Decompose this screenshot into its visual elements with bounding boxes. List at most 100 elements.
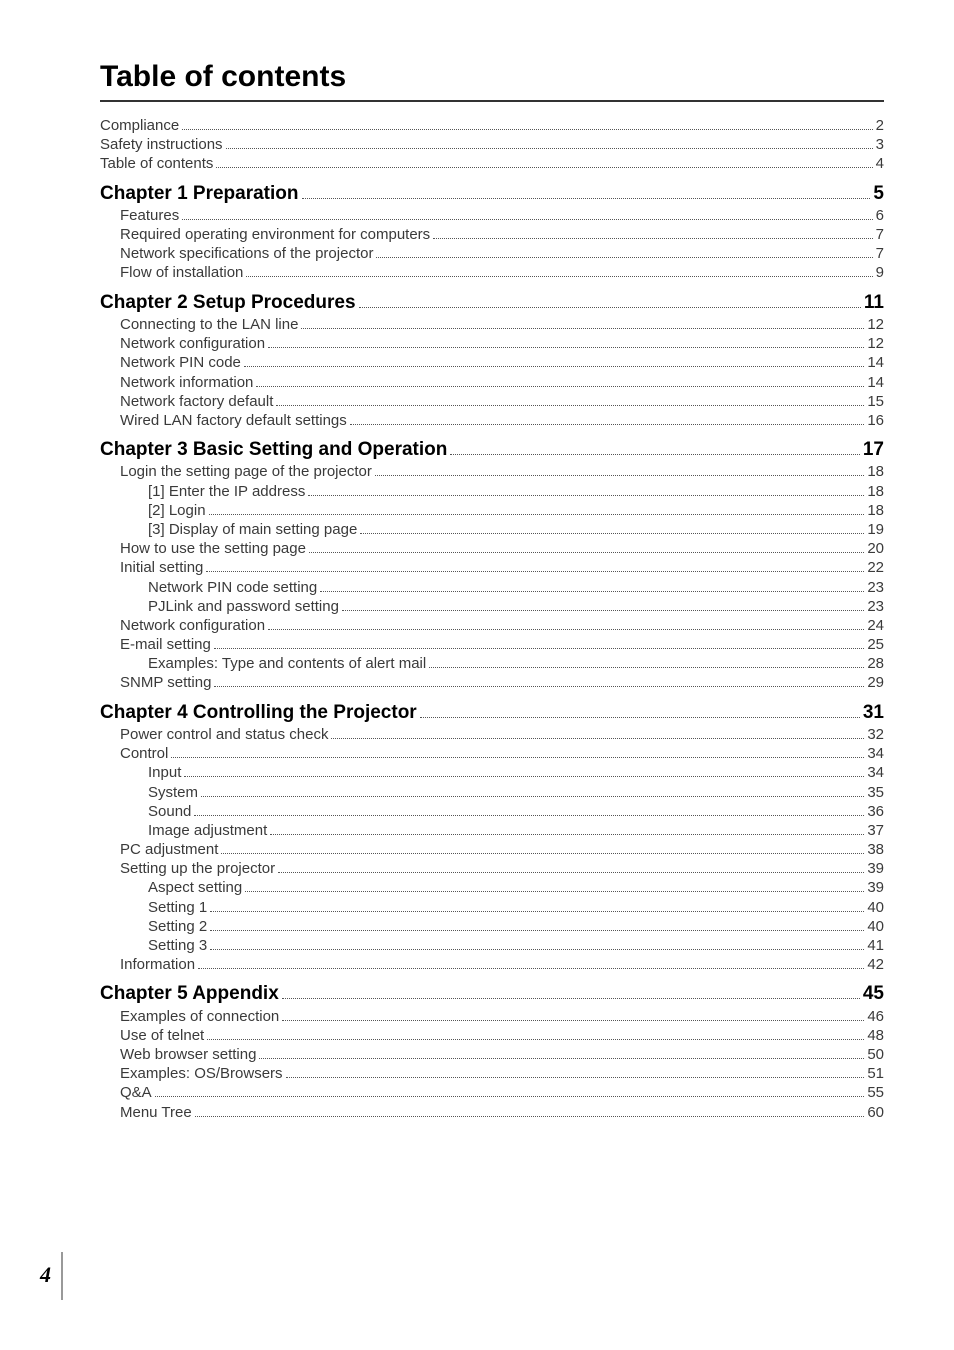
toc-entry-page: 41 bbox=[867, 936, 884, 955]
toc-entry-page: 36 bbox=[867, 802, 884, 821]
toc-entry-row: [1] Enter the IP address 18 bbox=[148, 482, 884, 501]
toc-entry-label: Image adjustment bbox=[148, 821, 267, 840]
toc-entry-page: 25 bbox=[867, 635, 884, 654]
toc-leader-dots bbox=[308, 495, 864, 496]
toc-leader-dots bbox=[359, 307, 861, 308]
toc-entry-row: Network information14 bbox=[120, 373, 884, 392]
table-of-contents: Compliance2Safety instructions3Table of … bbox=[100, 116, 884, 1122]
toc-entry-page: 42 bbox=[867, 955, 884, 974]
toc-entry-row: Setting 240 bbox=[148, 917, 884, 936]
toc-entry-page: 14 bbox=[867, 373, 884, 392]
toc-entry-page: 18 bbox=[867, 482, 884, 501]
toc-entry-row: Table of contents4 bbox=[100, 154, 884, 173]
toc-entry-row: Q&A 55 bbox=[120, 1083, 884, 1102]
toc-leader-dots bbox=[450, 454, 860, 455]
toc-entry-page: 22 bbox=[867, 558, 884, 577]
toc-leader-dots bbox=[216, 167, 872, 168]
toc-entry-label: Examples of connection bbox=[120, 1007, 279, 1026]
toc-entry-row: Web browser setting50 bbox=[120, 1045, 884, 1064]
toc-leader-dots bbox=[256, 386, 864, 387]
toc-leader-dots bbox=[210, 911, 864, 912]
toc-entry-page: 38 bbox=[867, 840, 884, 859]
toc-leader-dots bbox=[420, 717, 860, 718]
toc-entry-page: 40 bbox=[867, 917, 884, 936]
toc-entry-label: Network PIN code setting bbox=[148, 578, 317, 597]
toc-leader-dots bbox=[276, 405, 864, 406]
toc-entry-row: Examples: Type and contents of alert mai… bbox=[148, 654, 884, 673]
toc-entry-label: Power control and status check bbox=[120, 725, 328, 744]
toc-entry-label: Examples: OS/Browsers bbox=[120, 1064, 283, 1083]
toc-entry-row: Setting up the projector39 bbox=[120, 859, 884, 878]
toc-leader-dots bbox=[270, 834, 864, 835]
toc-entry-row: Power control and status check32 bbox=[120, 725, 884, 744]
toc-entry-page: 14 bbox=[867, 353, 884, 372]
toc-entry-label: Table of contents bbox=[100, 154, 213, 173]
toc-entry-row: How to use the setting page20 bbox=[120, 539, 884, 558]
toc-entry-row: PJLink and password setting 23 bbox=[148, 597, 884, 616]
toc-entry-label: Compliance bbox=[100, 116, 179, 135]
toc-entry-label: Q&A bbox=[120, 1083, 152, 1102]
toc-entry-row: Menu Tree60 bbox=[120, 1103, 884, 1122]
toc-leader-dots bbox=[182, 219, 872, 220]
toc-entry-row: Connecting to the LAN line12 bbox=[120, 315, 884, 334]
toc-entry-page: 12 bbox=[867, 334, 884, 353]
toc-leader-dots bbox=[184, 776, 864, 777]
toc-leader-dots bbox=[320, 591, 864, 592]
toc-entry-label: PC adjustment bbox=[120, 840, 218, 859]
toc-leader-dots bbox=[350, 424, 865, 425]
toc-leader-dots bbox=[282, 1020, 864, 1021]
toc-leader-dots bbox=[206, 571, 864, 572]
toc-leader-dots bbox=[309, 552, 864, 553]
toc-leader-dots bbox=[244, 366, 864, 367]
toc-entry-label: [2] Login bbox=[148, 501, 206, 520]
toc-entry-label: [1] Enter the IP address bbox=[148, 482, 305, 501]
toc-leader-dots bbox=[342, 610, 864, 611]
toc-entry-label: Chapter 2 Setup Procedures bbox=[100, 291, 356, 315]
toc-entry-label: Chapter 1 Preparation bbox=[100, 182, 299, 206]
toc-chapter-row: Chapter 3 Basic Setting and Operation17 bbox=[100, 438, 884, 462]
toc-leader-dots bbox=[201, 796, 864, 797]
toc-entry-row: E-mail setting25 bbox=[120, 635, 884, 654]
toc-entry-page: 3 bbox=[876, 135, 884, 154]
toc-entry-label: Menu Tree bbox=[120, 1103, 192, 1122]
toc-leader-dots bbox=[301, 328, 864, 329]
toc-leader-dots bbox=[268, 629, 864, 630]
toc-leader-dots bbox=[245, 891, 864, 892]
toc-entry-row: Network configuration24 bbox=[120, 616, 884, 635]
toc-chapter-row: Chapter 5 Appendix45 bbox=[100, 982, 884, 1006]
toc-entry-label: Features bbox=[120, 206, 179, 225]
toc-leader-dots bbox=[207, 1039, 864, 1040]
toc-leader-dots bbox=[433, 238, 872, 239]
toc-entry-page: 34 bbox=[867, 763, 884, 782]
toc-entry-label: Login the setting page of the projector bbox=[120, 462, 372, 481]
toc-leader-dots bbox=[209, 514, 865, 515]
toc-entry-page: 23 bbox=[867, 597, 884, 616]
toc-entry-page: 5 bbox=[873, 182, 884, 206]
toc-entry-page: 55 bbox=[867, 1083, 884, 1102]
toc-entry-label: Chapter 5 Appendix bbox=[100, 982, 279, 1006]
toc-entry-page: 11 bbox=[864, 291, 884, 315]
toc-entry-label: Network PIN code bbox=[120, 353, 241, 372]
toc-entry-row: Network factory default15 bbox=[120, 392, 884, 411]
page-footer: 4 bbox=[40, 1250, 63, 1300]
toc-chapter-row: Chapter 1 Preparation 5 bbox=[100, 182, 884, 206]
toc-entry-row: Aspect setting39 bbox=[148, 878, 884, 897]
toc-entry-label: Use of telnet bbox=[120, 1026, 204, 1045]
toc-entry-label: Setting 3 bbox=[148, 936, 207, 955]
toc-entry-label: Aspect setting bbox=[148, 878, 242, 897]
toc-entry-page: 46 bbox=[867, 1007, 884, 1026]
toc-entry-label: PJLink and password setting bbox=[148, 597, 339, 616]
toc-entry-row: Wired LAN factory default settings16 bbox=[120, 411, 884, 430]
toc-entry-label: Network configuration bbox=[120, 334, 265, 353]
toc-entry-label: Connecting to the LAN line bbox=[120, 315, 298, 334]
toc-entry-label: [3] Display of main setting page bbox=[148, 520, 357, 539]
toc-entry-row: System35 bbox=[148, 783, 884, 802]
toc-leader-dots bbox=[171, 757, 864, 758]
toc-entry-label: Safety instructions bbox=[100, 135, 223, 154]
toc-entry-label: Required operating environment for compu… bbox=[120, 225, 430, 244]
toc-entry-row: Network PIN code setting23 bbox=[148, 578, 884, 597]
toc-entry-page: 28 bbox=[867, 654, 884, 673]
toc-entry-page: 9 bbox=[876, 263, 884, 282]
toc-leader-dots bbox=[375, 475, 864, 476]
toc-leader-dots bbox=[246, 276, 872, 277]
